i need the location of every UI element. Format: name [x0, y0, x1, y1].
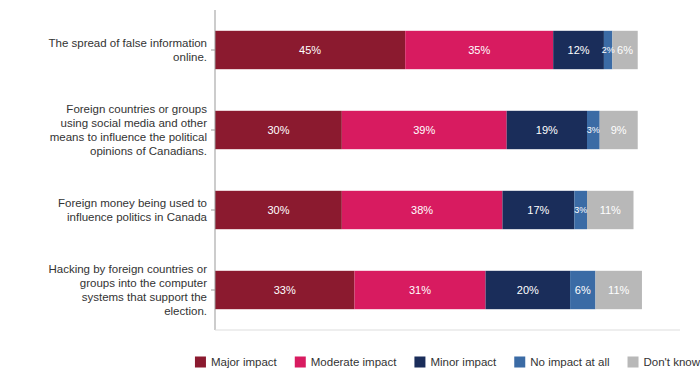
data-labels: 45% 30% 30% 33% 35% 39% 38% 31% 12% 19% 17% 20% 2% 3%…: [267, 44, 633, 296]
bar-segment: [215, 191, 342, 229]
bar-segment: [342, 111, 507, 149]
data-label: 20%: [517, 284, 539, 296]
data-label: 9%: [611, 124, 627, 136]
data-label: 3%: [587, 125, 600, 135]
data-label: 6%: [575, 284, 591, 296]
bar-segment: [553, 31, 604, 69]
bar-segment: [502, 191, 574, 229]
data-label: 39%: [413, 124, 435, 136]
bar-segment: [595, 271, 642, 309]
data-label: 45%: [299, 44, 321, 56]
data-label: 38%: [411, 204, 433, 216]
y-tick: [211, 210, 215, 211]
data-label: 11%: [608, 284, 629, 296]
bar-segment: [215, 271, 355, 309]
legend-swatch: [295, 357, 306, 368]
legend-label: Moderate impact: [311, 356, 397, 368]
data-label: 3%: [574, 205, 587, 215]
data-label: 19%: [536, 124, 558, 136]
data-label: 33%: [274, 284, 296, 296]
legend-swatch: [414, 357, 425, 368]
legend-label: Minor impact: [430, 356, 497, 368]
bar-segment: [215, 111, 342, 149]
data-label: 30%: [267, 124, 289, 136]
y-tick-label: The spread of false informationonline.: [48, 37, 207, 63]
legend: Major impact Moderate impact Minor impact N…: [195, 356, 700, 368]
y-tick: [211, 290, 215, 291]
bar-segment: [612, 31, 637, 69]
bar-segment: [587, 191, 634, 229]
legend-label: No impact at all: [530, 356, 609, 368]
data-label: 30%: [267, 204, 289, 216]
bar-segment: [507, 111, 587, 149]
y-tick-label: Foreign money being used toinfluence pol…: [58, 197, 208, 223]
legend-label: Major impact: [211, 356, 278, 368]
data-label: 12%: [568, 44, 590, 56]
bars: [215, 31, 642, 309]
data-label: 11%: [600, 204, 621, 216]
bar-segment: [574, 191, 587, 229]
bar-segment: [570, 271, 595, 309]
legend-swatch: [628, 357, 639, 368]
data-label: 6%: [617, 44, 633, 56]
y-tick: [211, 130, 215, 131]
data-label: 31%: [409, 284, 431, 296]
bar-segment: [486, 271, 571, 309]
x-range-line: [215, 330, 680, 331]
bar-segment: [405, 31, 553, 69]
data-label: 17%: [527, 204, 549, 216]
chart: 45% 30% 30% 33% 35% 39% 38% 31% 12% 19% 17% 20% 2% 3%…: [0, 0, 700, 388]
y-tick-label: Foreign countries or groupsusing social …: [50, 103, 208, 157]
bar-segment: [342, 191, 503, 229]
bar-segment: [355, 271, 486, 309]
legend-swatch: [195, 357, 206, 368]
y-axis-line: [215, 10, 216, 330]
data-label: 35%: [468, 44, 490, 56]
legend-label: Don't know: [644, 356, 700, 368]
y-tick: [211, 50, 215, 51]
bar-segment: [215, 31, 405, 69]
y-tick-label: Hacking by foreign countries orgroups in…: [48, 263, 207, 317]
data-label: 2%: [602, 45, 615, 55]
bar-segment: [587, 111, 600, 149]
bar-segment: [600, 111, 638, 149]
legend-swatch: [514, 357, 525, 368]
